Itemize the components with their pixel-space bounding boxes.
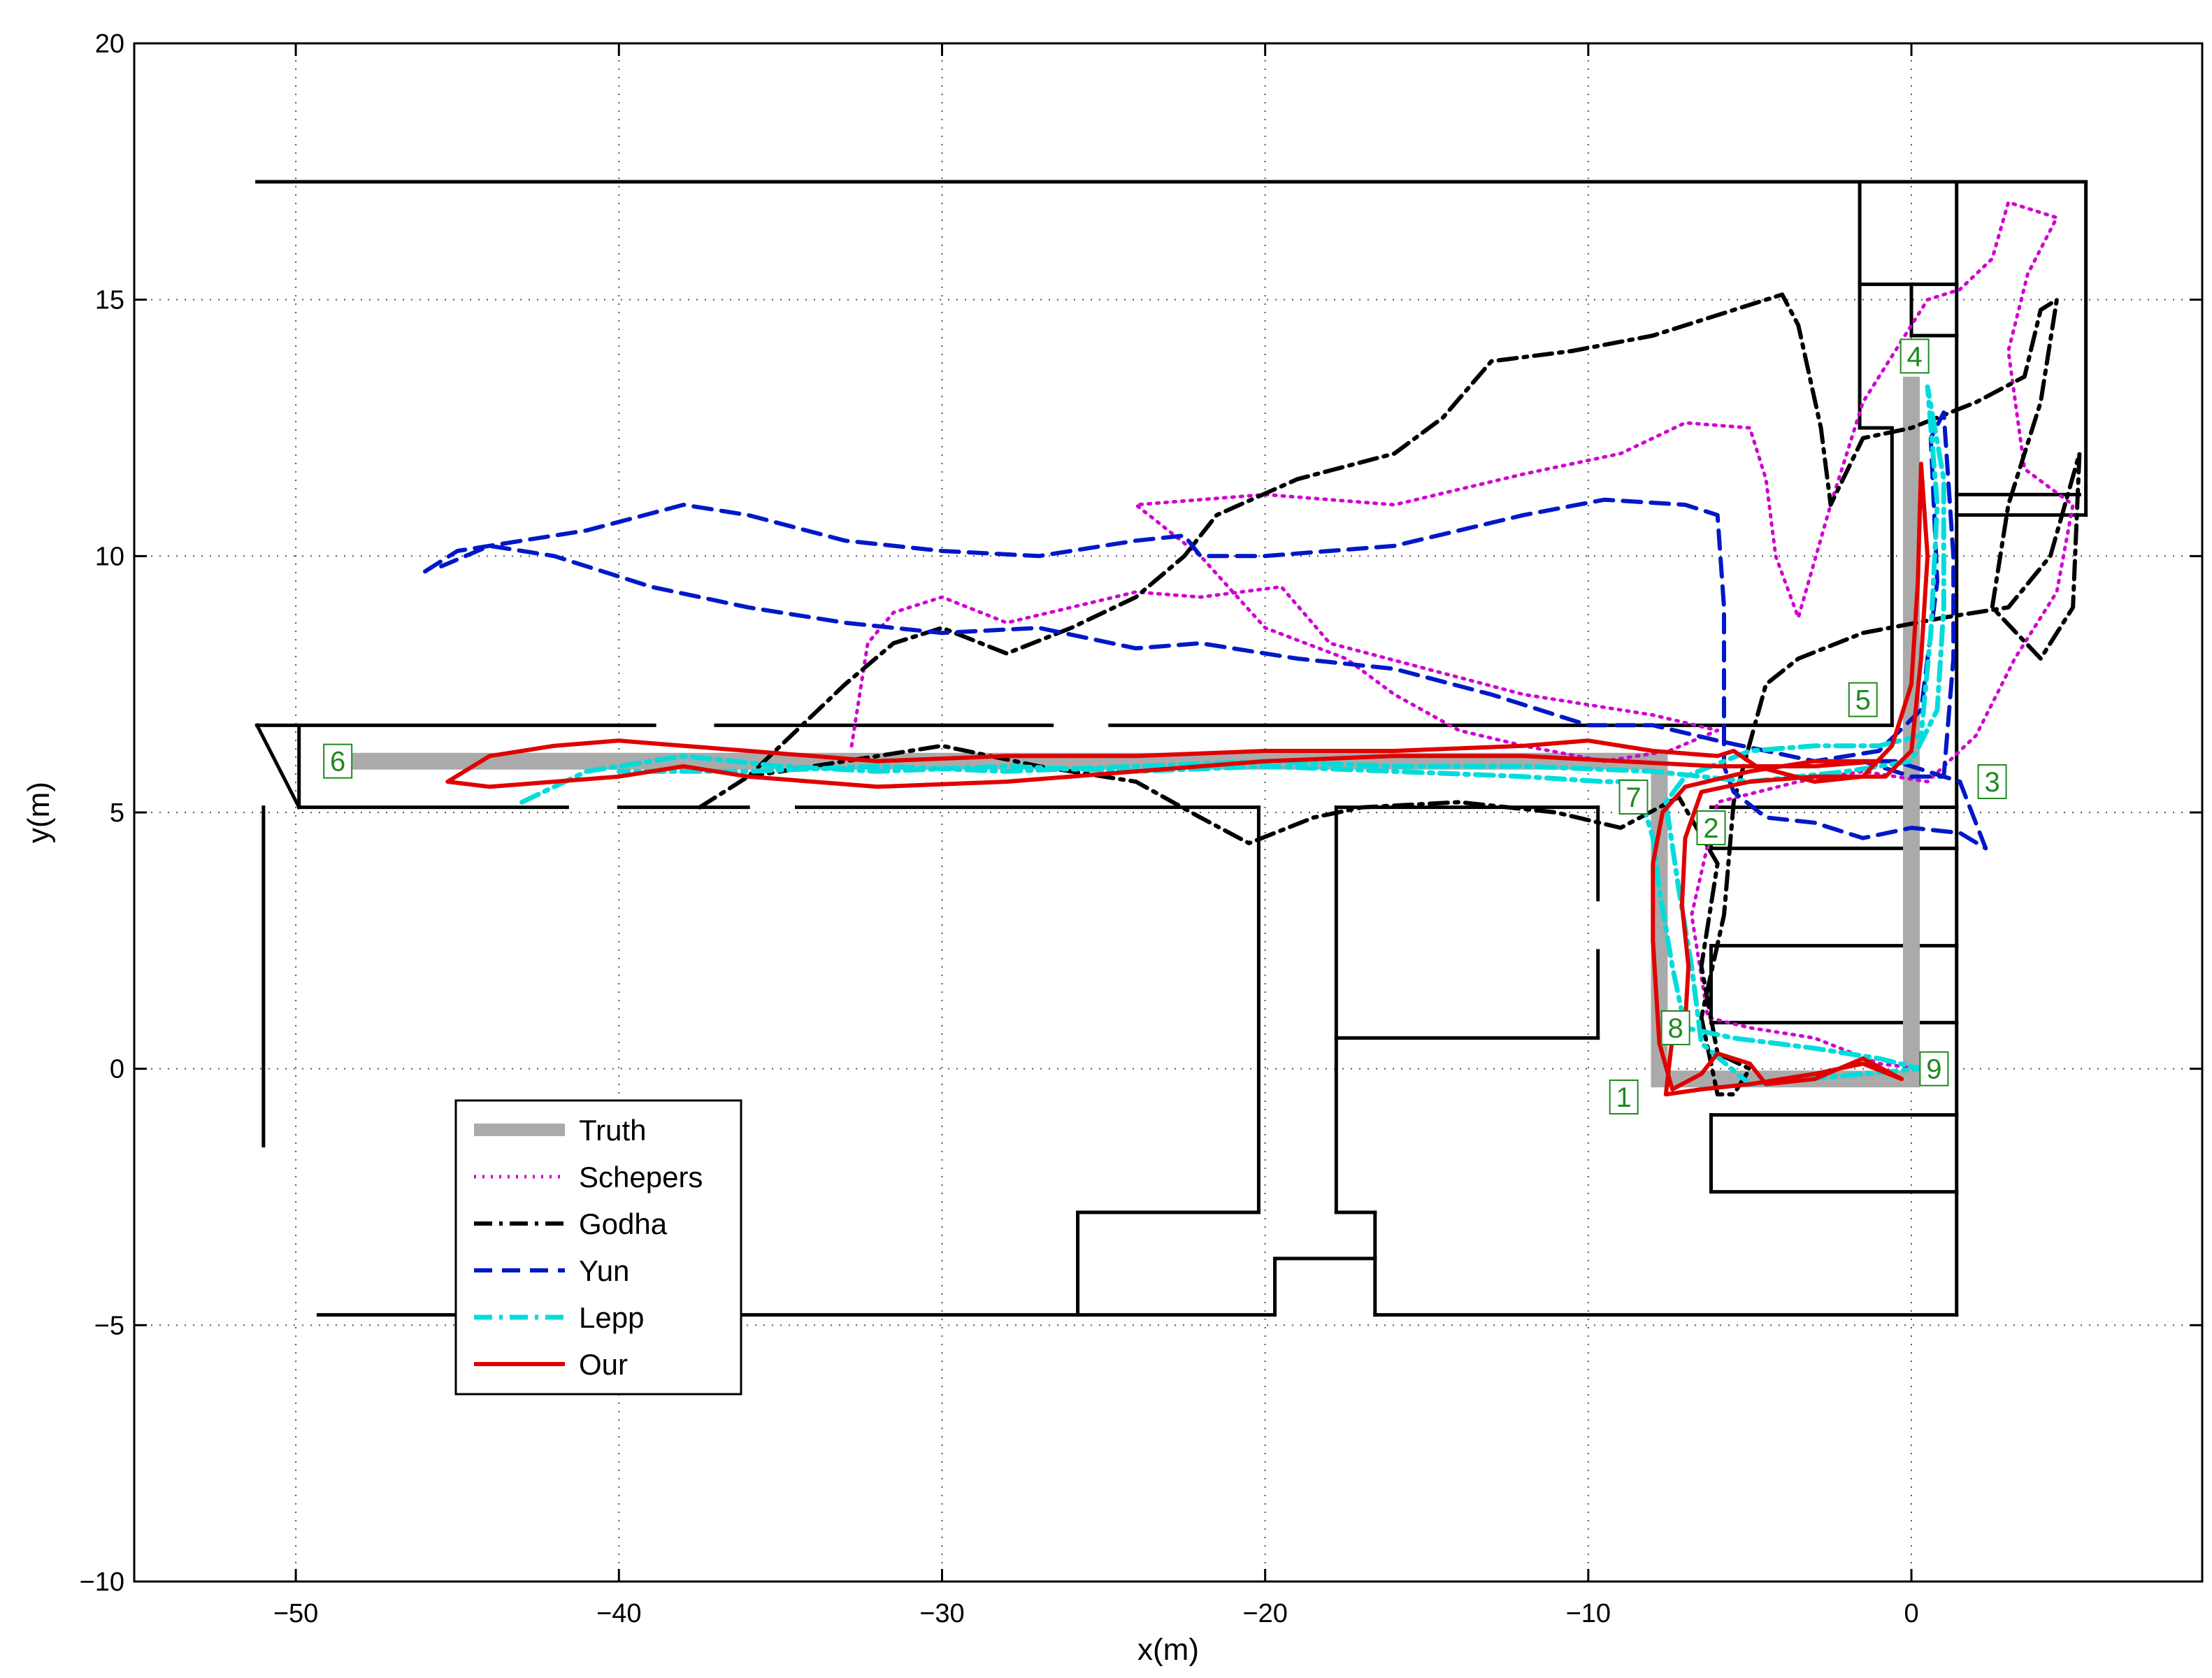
waypoint-box [1977,764,2007,799]
wall-segment [254,722,302,810]
waypoint-box [1848,682,1878,717]
y-tick-label: 20 [95,29,124,59]
waypoint-label: 5 [1855,685,1871,716]
waypoint-label: 1 [1616,1082,1632,1113]
legend-label-truth: Truth [579,1114,646,1147]
y-tick-label: −10 [80,1568,124,1597]
y-tick-label: 10 [95,542,124,571]
y-tick-label: 15 [95,286,124,315]
legend-label-schepers: Schepers [579,1161,703,1193]
waypoint-box [1899,338,1930,374]
waypoint-marker-1: 1 [1609,1080,1639,1114]
waypoint-label: 9 [1926,1054,1941,1085]
waypoint-marker-3: 3 [1977,764,2007,799]
waypoint-marker-5: 5 [1848,682,1878,717]
y-tick-label: −5 [94,1311,124,1340]
series-lines [344,200,2082,1097]
legend-label-godha: Godha [579,1207,668,1240]
x-tick-label: −20 [1242,1599,1287,1628]
waypoint-box [1919,1051,1949,1087]
series-line-godha [697,292,2082,1097]
waypoint-marker-7: 7 [1618,780,1649,815]
waypoint-label: 7 [1625,782,1641,813]
y-axis-label: y(m) [22,782,56,843]
waypoint-label: 4 [1907,341,1923,372]
x-tick-label: −40 [596,1599,641,1628]
x-tick-label: −50 [273,1599,318,1628]
y-tick-label: 5 [110,798,124,828]
waypoint-label: 6 [330,747,345,777]
waypoint-label: 2 [1703,813,1718,844]
waypoint-marker-9: 9 [1919,1051,1949,1087]
waypoint-box [1660,1010,1690,1045]
waypoint-box [1618,780,1649,815]
waypoint-box [1609,1080,1639,1114]
waypoint-label: 3 [1984,767,1999,798]
waypoint-marker-8: 8 [1660,1010,1690,1045]
waypoint-marker-2: 2 [1696,810,1726,845]
legend: Truth Schepers Godha Yun Lepp Our [454,1099,742,1396]
y-tick-label: 0 [110,1055,124,1084]
x-tick-label: 0 [1904,1599,1918,1628]
floor-plan-walls [254,180,2088,1317]
x-axis-label: x(m) [1137,1633,1199,1667]
series-line-lepp [519,384,1946,1087]
x-tick-label: −30 [919,1599,964,1628]
legend-box [454,1099,742,1396]
waypoint-marker-4: 4 [1899,338,1930,374]
x-tick-label: −10 [1566,1599,1611,1628]
waypoint-marker-6: 6 [323,743,353,779]
waypoint-label: 8 [1668,1013,1683,1044]
waypoint-box [1696,810,1726,845]
legend-label-lepp: Lepp [579,1301,644,1334]
legend-label-yun: Yun [579,1254,629,1287]
series-line-our [445,461,1930,1097]
series-line-yun [423,410,1988,851]
waypoint-box [323,743,353,779]
legend-label-our: Our [579,1348,628,1381]
waypoint-markers: 1 2 3 4 5 6 7 8 9 [323,338,2007,1114]
